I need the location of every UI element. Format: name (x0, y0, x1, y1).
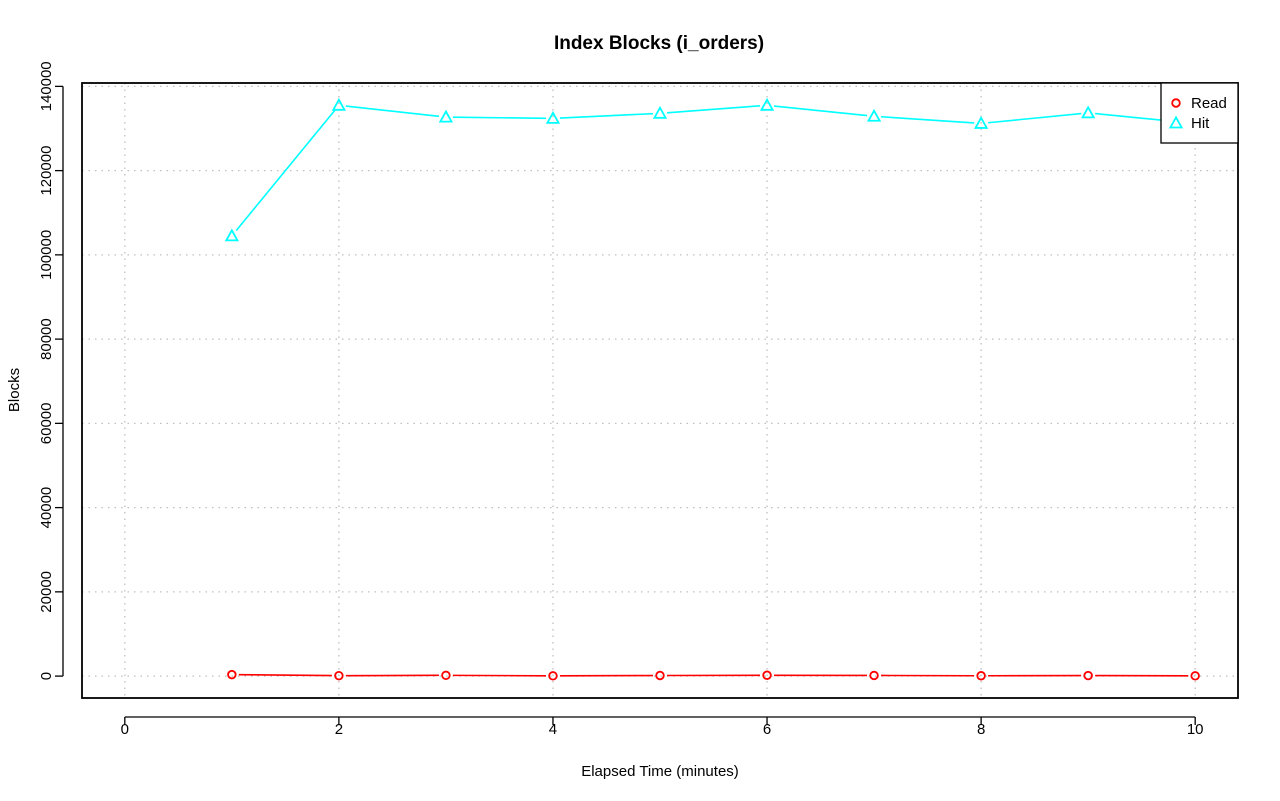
y-tick-label: 40000 (38, 487, 55, 529)
series-hit-point (652, 105, 668, 119)
series-read (227, 669, 1200, 681)
series-read-point (655, 670, 665, 681)
legend: Read Hit (1160, 82, 1239, 144)
legend-marker-hit (1168, 115, 1184, 129)
series-read-point (1190, 671, 1200, 681)
x-tick-label: 6 (763, 721, 771, 738)
chart-title: Index Blocks (i_orders) (554, 33, 764, 54)
series-hit-point (759, 97, 775, 111)
series-read-point (548, 671, 558, 681)
series-hit-segment (559, 112, 654, 119)
y-tick-label: 20000 (38, 571, 55, 613)
series-hit-segment (345, 105, 440, 118)
series-read-point (869, 670, 879, 681)
plot-frame (81, 82, 1239, 699)
legend-label-read: Read (1191, 95, 1227, 112)
series-hit-segment (773, 105, 868, 117)
y-tick-label: 60000 (38, 402, 55, 444)
x-tick-label: 10 (1187, 721, 1204, 738)
legend-marker-read (1171, 98, 1181, 108)
series-hit-point (331, 97, 347, 111)
x-tick-label: 2 (335, 721, 343, 738)
series-hit-point (1081, 105, 1096, 119)
y-axis: 0 20000 40000 60000 80000 100000 120000 140000 (38, 61, 64, 680)
legend-label-hit: Hit (1191, 115, 1210, 132)
series-read-point (762, 670, 772, 680)
series-hit-point (224, 228, 239, 242)
series-hit-point (973, 115, 989, 129)
series-read-point (976, 671, 986, 681)
x-tick-label: 0 (121, 721, 129, 738)
series-hit-point (438, 109, 454, 123)
x-tick-label: 8 (977, 721, 985, 738)
series-read-point (441, 670, 451, 681)
series-read-point (334, 670, 344, 681)
legend-box (1160, 82, 1239, 144)
series-read-segment (238, 673, 332, 677)
series-read-point (227, 669, 237, 680)
y-tick-label: 140000 (38, 61, 55, 111)
series-hit-segment (666, 105, 761, 114)
x-tick-label: 4 (549, 721, 557, 738)
series-hit-segment (452, 116, 546, 120)
series-hit-point (545, 110, 561, 124)
grid (82, 83, 1238, 698)
y-tick-label: 0 (38, 672, 55, 680)
series-read-point (1083, 670, 1093, 681)
y-tick-label: 80000 (38, 318, 55, 360)
series-hit-segment (881, 115, 975, 124)
series-layer (224, 97, 1203, 681)
x-axis-label: Elapsed Time (minutes) (581, 763, 739, 780)
series-hit-point (866, 108, 882, 122)
y-axis-label: Blocks (6, 368, 23, 412)
y-tick-label: 120000 (38, 146, 55, 196)
series-hit-segment (235, 110, 336, 232)
x-axis: 0 2 4 6 8 10 (121, 716, 1204, 738)
y-tick-label: 100000 (38, 230, 55, 280)
series-hit-segment (987, 112, 1082, 124)
